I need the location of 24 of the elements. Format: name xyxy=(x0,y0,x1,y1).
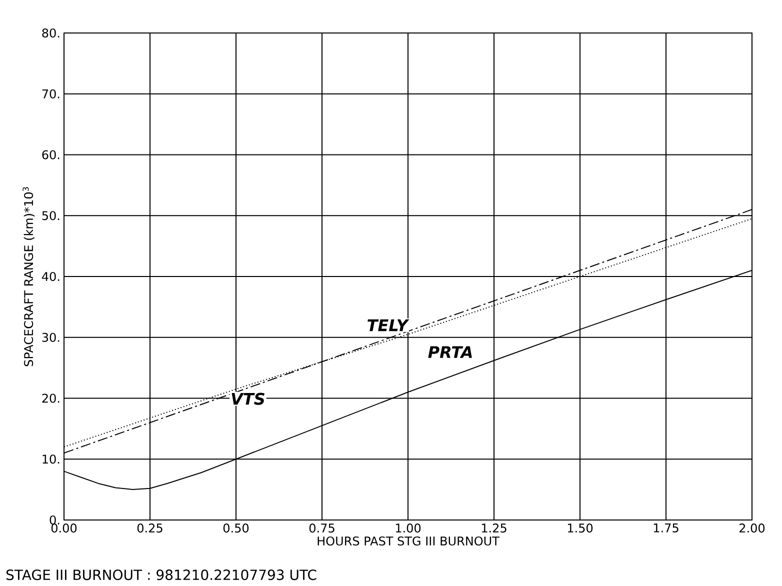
x-tick-label: 1.50 xyxy=(568,524,593,533)
x-tick-label: 0.50 xyxy=(223,524,249,533)
x-tick-label: 2.00 xyxy=(740,524,765,533)
text: STAGE III BURNOUT : 981210.22107793 UTC xyxy=(6,570,316,580)
series-label: PRTA xyxy=(428,346,472,358)
x-tick-label: 0.25 xyxy=(137,524,162,533)
y-tick-label: 10. xyxy=(42,454,60,464)
y-tick-label: 80. xyxy=(42,28,60,38)
series-label: TELY xyxy=(368,319,410,332)
x-tick-label: 1.00 xyxy=(396,524,421,533)
x-axis-title: HOURS PAST STG III BURNOUT xyxy=(318,536,500,546)
y-tick-label: 70. xyxy=(42,89,60,98)
y-axis-title: SPACECRAFT RANGE (km)*10$^{3}$ xyxy=(22,187,35,366)
x-tick-label: 1.25 xyxy=(482,524,506,533)
y-tick-label: 50. xyxy=(42,211,60,220)
y-tick-label: 60. xyxy=(42,150,60,160)
x-tick-label: 1.75 xyxy=(654,524,678,532)
y-tick-label: 20. xyxy=(42,394,60,403)
x-tick-label: 0.00 xyxy=(51,524,77,533)
x-tick-label: 0.75 xyxy=(309,524,334,533)
y-tick-label: 30. xyxy=(42,332,60,342)
y-tick-label: 0. xyxy=(50,515,60,525)
y-tick-label: 40. xyxy=(42,272,60,282)
series-label: VTS xyxy=(232,392,264,405)
